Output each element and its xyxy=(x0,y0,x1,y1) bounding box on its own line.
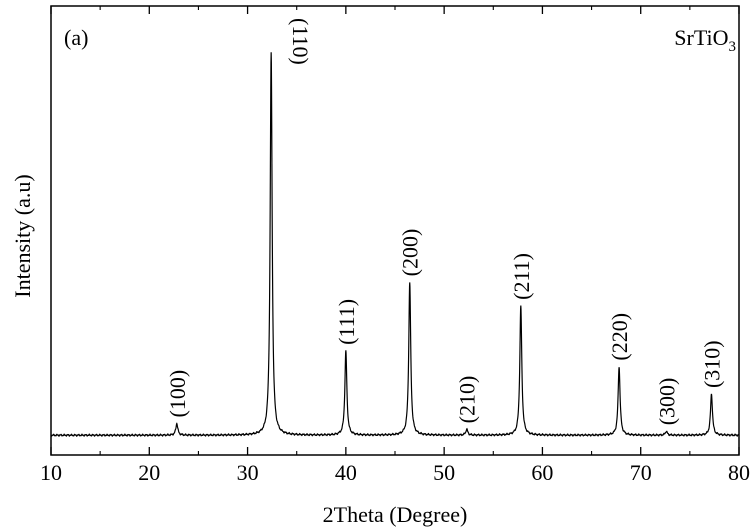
peak-label: (210) xyxy=(455,376,480,424)
peak-label: (300) xyxy=(654,378,679,426)
peak-label: (310) xyxy=(699,340,724,388)
x-axis-title: 2Theta (Degree) xyxy=(323,502,468,527)
x-tick-label: 60 xyxy=(531,460,553,485)
panel-label: (a) xyxy=(64,25,88,50)
tick-marks xyxy=(50,6,740,455)
sample-formula: SrTiO xyxy=(674,25,728,50)
peak-label: (211) xyxy=(509,253,534,300)
peak-label: (110) xyxy=(288,18,313,65)
x-tick-label: 10 xyxy=(40,460,62,485)
x-tick-label: 80 xyxy=(728,460,750,485)
x-tick-label: 40 xyxy=(335,460,357,485)
x-tick-labels: 10 20 30 40 50 60 70 80 xyxy=(40,460,750,485)
x-tick-label: 20 xyxy=(138,460,160,485)
y-axis-title: Intensity (a.u) xyxy=(10,174,35,297)
xrd-spectrum-line xyxy=(50,52,740,437)
x-tick-label: 70 xyxy=(630,460,652,485)
peak-label: (220) xyxy=(607,313,632,361)
x-tick-label: 50 xyxy=(433,460,455,485)
plot-frame xyxy=(50,5,740,456)
sample-formula-subscript: 3 xyxy=(729,39,737,55)
peak-labels: (100) (110) (111) (200) (210) (211) (220) (300)… xyxy=(165,18,725,425)
x-tick-label: 30 xyxy=(237,460,259,485)
peak-label: (200) xyxy=(398,229,423,277)
peak-label: (111) xyxy=(334,299,359,345)
sample-label: SrTiO3 xyxy=(674,25,736,55)
peak-label: (100) xyxy=(165,370,190,418)
